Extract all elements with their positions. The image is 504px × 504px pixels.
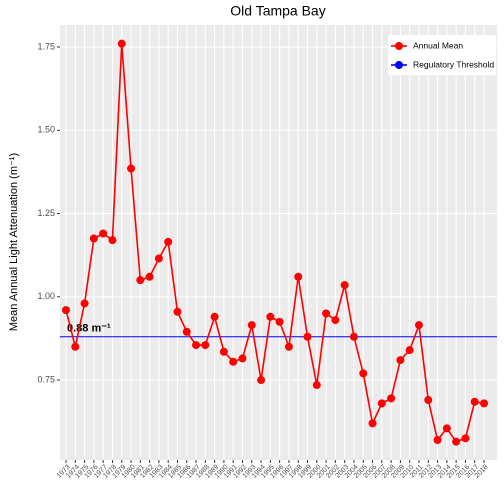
data-point bbox=[201, 341, 210, 350]
data-point bbox=[127, 164, 136, 173]
data-point bbox=[145, 272, 154, 281]
data-point bbox=[461, 434, 470, 443]
series-line bbox=[65, 43, 485, 443]
data-point bbox=[219, 347, 228, 356]
data-point bbox=[470, 397, 479, 406]
data-point bbox=[387, 394, 396, 403]
data-point bbox=[442, 424, 451, 433]
data-point bbox=[359, 369, 368, 378]
plot-background bbox=[60, 25, 497, 460]
legend-label: Annual Mean bbox=[413, 40, 463, 50]
data-point bbox=[238, 354, 247, 363]
y-tick-label: 1.25 bbox=[37, 208, 55, 218]
data-point bbox=[396, 356, 405, 365]
data-point bbox=[405, 346, 414, 355]
data-point bbox=[173, 307, 182, 316]
legend-marker bbox=[395, 42, 403, 50]
y-tick-label: 1.75 bbox=[37, 41, 55, 51]
data-point bbox=[340, 281, 349, 290]
data-point bbox=[480, 399, 488, 408]
data-point bbox=[89, 234, 98, 243]
data-point bbox=[80, 299, 89, 308]
data-point bbox=[62, 306, 70, 315]
threshold-label: 0.88 m⁻¹ bbox=[67, 323, 111, 335]
y-tick-label: 1.50 bbox=[37, 125, 55, 135]
y-tick-label: 1.00 bbox=[37, 291, 55, 301]
data-point bbox=[71, 342, 80, 351]
data-point bbox=[414, 321, 423, 330]
legend-label: Regulatory Threshold bbox=[413, 59, 494, 69]
y-tick-label: 0.75 bbox=[37, 374, 55, 384]
chart-title: Old Tampa Bay bbox=[230, 3, 325, 19]
y-axis-label: Mean Annual Light Attenuation (m⁻¹) bbox=[8, 153, 20, 331]
data-point bbox=[154, 254, 163, 263]
data-point bbox=[182, 327, 191, 336]
data-point bbox=[192, 341, 201, 350]
data-point bbox=[303, 332, 312, 341]
legend-marker bbox=[395, 61, 403, 69]
data-point bbox=[99, 229, 108, 238]
data-point bbox=[247, 321, 256, 330]
data-point bbox=[284, 342, 293, 351]
data-point bbox=[331, 316, 340, 325]
data-point bbox=[312, 381, 321, 390]
data-point bbox=[294, 272, 303, 281]
data-point bbox=[136, 276, 145, 285]
legend-background bbox=[388, 35, 496, 75]
data-point bbox=[322, 309, 331, 318]
data-point bbox=[108, 236, 117, 245]
data-point bbox=[368, 419, 377, 428]
data-point bbox=[349, 332, 358, 341]
data-point bbox=[257, 376, 266, 385]
data-point bbox=[452, 437, 461, 446]
data-point bbox=[164, 237, 173, 246]
data-point bbox=[117, 39, 126, 48]
data-point bbox=[229, 357, 238, 366]
data-point bbox=[275, 317, 284, 326]
data-point bbox=[266, 312, 275, 321]
data-point bbox=[424, 396, 433, 405]
data-point bbox=[377, 399, 386, 408]
data-point bbox=[210, 312, 219, 321]
data-point bbox=[433, 436, 442, 445]
